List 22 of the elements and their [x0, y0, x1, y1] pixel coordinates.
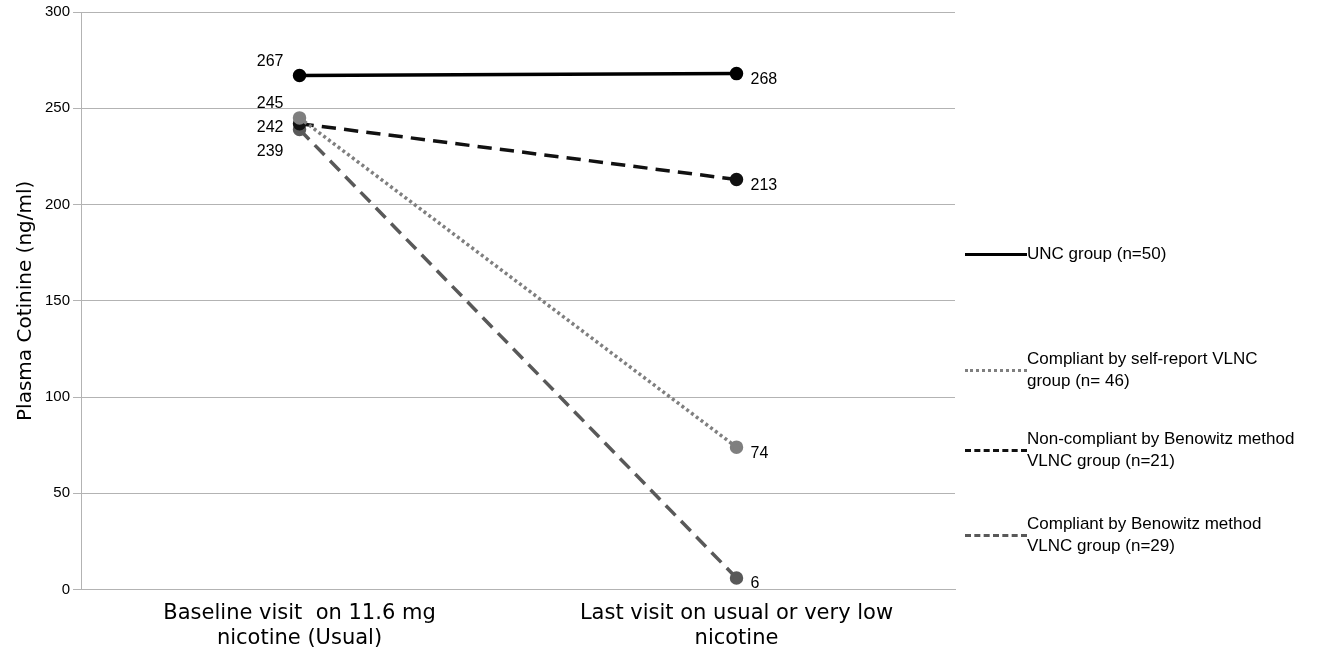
x-tick-label: Last visit on usual or very low nicotine [579, 599, 894, 649]
y-tick-label: 300 [45, 2, 71, 20]
y-tick-label: 150 [45, 290, 71, 308]
y-axis-title: Plasma Cotinine (ng/ml) [12, 180, 37, 421]
data-label: 213 [750, 175, 778, 193]
data-label: 239 [256, 142, 284, 160]
y-tick-label: 100 [45, 387, 71, 405]
data-label: 6 [750, 574, 760, 592]
y-tick-label: 0 [61, 579, 71, 597]
y-tick-label: 50 [53, 483, 71, 501]
data-label: 268 [750, 70, 778, 88]
legend-label: Compliant by self-report VLNC group (n= 46) [1027, 348, 1259, 392]
data-label: 267 [256, 51, 284, 69]
data-label: 242 [256, 118, 284, 136]
legend-label: UNC group (n=50) [1027, 243, 1168, 265]
y-tick-label: 200 [45, 194, 71, 212]
data-label: 245 [256, 94, 284, 112]
y-tick-label: 250 [45, 98, 71, 116]
legend-label: Non-compliant by Benowitz method VLNC group (n=21) [1027, 428, 1296, 472]
x-tick-label: Baseline visit on 11.6 mg nicotine (Usual) [163, 599, 436, 649]
data-label: 74 [750, 443, 769, 461]
legend-label: Compliant by Benowitz method VLNC group (n=29) [1027, 513, 1263, 557]
